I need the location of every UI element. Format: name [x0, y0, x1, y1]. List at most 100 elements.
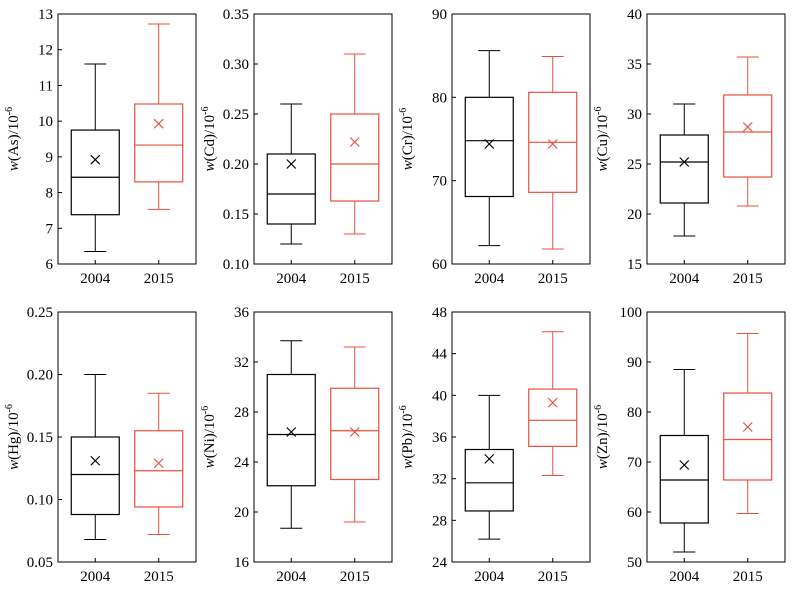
panel-as: 6 7 8 9 10 11 12 13 2004 2015 w(As)/10-6 [4, 7, 197, 287]
mean-marker [547, 139, 558, 149]
panel-pb: 24 28 32 36 40 44 48 2004 2015 w(Pb)/10-6 [398, 305, 591, 585]
y-axis-label: w(Pb)/10-6 [398, 405, 416, 468]
mean-marker [742, 122, 753, 132]
mean-marker [153, 458, 164, 469]
y-tick-label: 0.10 [223, 257, 249, 273]
box-2004 [266, 340, 316, 529]
y-tick-label: 11 [39, 78, 53, 94]
box-iqr [723, 94, 773, 178]
y-tick-label: 90 [432, 7, 447, 23]
plot-frame [253, 311, 393, 563]
mean-marker [679, 157, 690, 167]
mean-marker [90, 455, 101, 466]
mean-marker [547, 397, 558, 408]
y-tick-label: 0.15 [27, 430, 53, 446]
y-tick-label: 0.10 [27, 493, 53, 509]
y-tick-label: 32 [234, 355, 249, 371]
plot-frame [646, 13, 786, 265]
box-iqr [330, 387, 380, 481]
box-2004 [266, 103, 316, 245]
y-tick-label: 40 [432, 388, 447, 404]
x-tick-label: 2015 [733, 271, 763, 287]
plot-frame [646, 311, 786, 563]
box-2015 [330, 53, 380, 235]
y-tick-label: 44 [432, 347, 448, 363]
x-tick-label: 2004 [276, 271, 307, 287]
plot-frame [57, 13, 197, 265]
box-iqr [134, 103, 184, 183]
box-iqr [266, 153, 316, 225]
y-tick-label: 0.20 [27, 368, 53, 384]
mean-marker [153, 118, 164, 129]
y-tick-label: 32 [432, 472, 447, 488]
y-axis-label: w(Hg)/10-6 [4, 404, 22, 470]
plot-frame [451, 13, 591, 265]
mean-marker [286, 427, 297, 437]
y-axis-label: w(Zn)/10-6 [593, 405, 611, 469]
x-tick-label: 2004 [80, 271, 111, 287]
y-tick-label: 0.05 [27, 555, 53, 571]
y-tick-label: 30 [627, 107, 642, 123]
plot-frame [451, 311, 591, 563]
box-iqr [659, 434, 709, 524]
y-tick-label: 36 [432, 430, 448, 446]
box-iqr [266, 373, 316, 487]
x-tick-label: 2015 [733, 569, 763, 585]
box-iqr [723, 392, 773, 481]
y-tick-label: 50 [627, 555, 642, 571]
box-2015 [134, 23, 184, 210]
y-tick-label: 40 [627, 7, 642, 23]
box-iqr [134, 430, 184, 508]
panel-hg: 0.05 0.10 0.15 0.20 0.25 2004 2015 w(Hg)/10-6 [4, 305, 197, 585]
y-tick-label: 15 [627, 257, 642, 273]
plot-frame [253, 13, 393, 265]
y-tick-label: 35 [627, 57, 642, 73]
box-2015 [134, 392, 184, 535]
panel-zn: 50 60 70 80 90 100 2004 2015 w(Zn)/10-6 [593, 305, 786, 585]
y-tick-label: 28 [234, 405, 249, 421]
box-iqr [464, 96, 514, 198]
y-tick-label: 80 [432, 90, 447, 106]
y-tick-label: 48 [432, 305, 447, 321]
box-2015 [528, 331, 578, 477]
y-tick-label: 25 [627, 157, 642, 173]
panel-ni: 16 20 24 28 32 36 2004 2015 w(Ni)/10-6 [200, 305, 393, 585]
y-axis-label: w(Cd)/10-6 [200, 106, 218, 171]
box-2004 [464, 50, 514, 247]
y-tick-label: 24 [432, 555, 448, 571]
x-tick-label: 2004 [669, 271, 700, 287]
y-axis-label: w(Cr)/10-6 [398, 108, 416, 171]
y-tick-label: 36 [234, 305, 250, 321]
y-tick-label: 90 [627, 355, 642, 371]
y-tick-label: 0.30 [223, 57, 249, 73]
x-tick-label: 2004 [474, 271, 505, 287]
box-iqr [464, 448, 514, 512]
panel-cr: 60 70 80 90 2004 2015 w(Cr)/10-6 [398, 7, 591, 287]
y-tick-label: 16 [234, 555, 250, 571]
box-2015 [723, 333, 773, 514]
y-tick-label: 0.25 [223, 107, 249, 123]
box-iqr [528, 388, 578, 447]
x-tick-label: 2004 [80, 569, 111, 585]
y-tick-label: 0.35 [223, 7, 249, 23]
mean-marker [349, 137, 360, 147]
box-iqr [330, 113, 380, 202]
y-tick-label: 20 [234, 505, 249, 521]
y-tick-label: 28 [432, 513, 447, 529]
y-tick-label: 70 [627, 455, 642, 471]
panel-cu: 15 20 25 30 35 40 2004 2015 w(Cu)/10-6 [593, 7, 786, 287]
box-2015 [723, 56, 773, 207]
box-iqr [70, 436, 120, 516]
y-tick-label: 10 [38, 114, 53, 130]
x-tick-label: 2004 [276, 569, 307, 585]
y-tick-label: 70 [432, 174, 447, 190]
box-2015 [528, 56, 578, 250]
x-tick-label: 2015 [144, 271, 174, 287]
y-tick-label: 6 [46, 257, 54, 273]
x-tick-label: 2015 [144, 569, 174, 585]
y-axis-label: w(As)/10-6 [4, 107, 22, 171]
x-tick-label: 2004 [669, 569, 700, 585]
y-tick-label: 60 [627, 505, 642, 521]
box-iqr [659, 134, 709, 204]
